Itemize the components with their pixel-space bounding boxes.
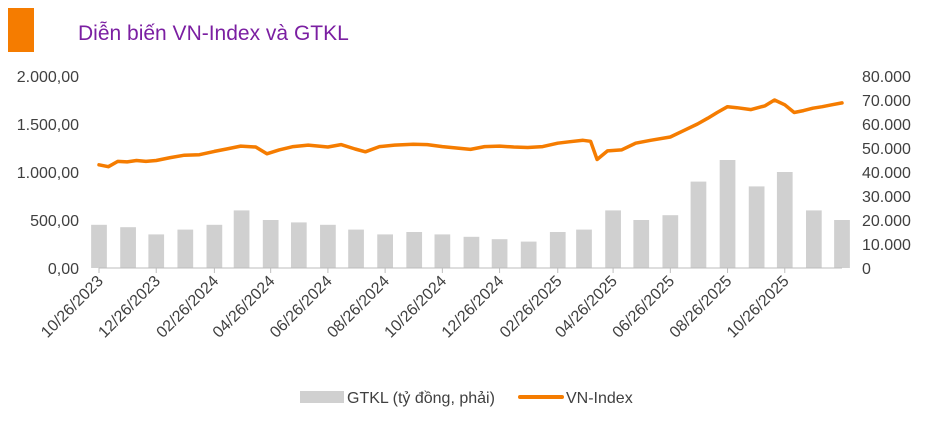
y-left-tick-label: 2.000,00 [17,69,79,86]
chart-title: Diễn biến VN-Index và GTKL [78,22,349,45]
y-right-tick-label: 40.000 [862,165,911,182]
y-right-tick-label: 60.000 [862,117,911,134]
volume-bar [748,186,765,268]
y-right-tick-label: 30.000 [862,189,911,206]
volume-bar [576,229,592,268]
volume-bar [690,181,707,268]
volume-bar [406,232,423,268]
legend-label-volume: GTKL (tỷ đồng, phải) [347,390,495,407]
y-left-tick-label: 0,00 [48,261,79,278]
volume-bar [834,220,850,268]
volume-bar [491,239,508,268]
y-right-tick-label: 10.000 [862,237,911,254]
volume-bar [206,224,223,268]
y-right-tick-label: 20.000 [862,213,911,230]
y-left-tick-label: 1.000,00 [17,165,79,182]
axes [98,267,842,273]
volume-bar [233,210,250,268]
volume-bar [148,234,165,268]
x-tick-label: 12/26/2023 [95,273,164,342]
volume-bar [605,210,621,268]
x-tick-label: 10/26/2025 [724,273,793,342]
volume-bar [348,229,364,268]
y-right-tick-label: 80.000 [862,69,911,86]
y-right-tick-label: 70.000 [862,93,911,110]
y-left-tick-label: 500,00 [30,213,79,230]
volume-bar [463,236,480,268]
volume-bar [776,172,793,268]
y-left-tick-label: 1.500,00 [17,117,79,134]
legend-label-vnindex: VN-Index [566,390,633,407]
vnindex-line [97,98,844,169]
volume-bar [805,210,822,268]
tick-labels: 0,00 500,00 1.000,00 1.500,00 2.000,00 0 10.00… [17,69,911,341]
legend: GTKL (tỷ đồng, phải) VN-Index [300,390,633,407]
volume-bar [91,224,107,268]
legend-swatch-volume [300,391,344,403]
volume-bar [662,215,679,268]
volume-bar [377,234,393,268]
volume-bars [91,160,850,268]
x-tick-label: 12/26/2024 [439,273,508,342]
volume-bar [719,160,736,268]
title-accent-bar [8,8,34,52]
volume-bar [290,222,307,268]
volume-bar [520,241,537,268]
volume-bar [262,220,279,268]
y-right-tick-label: 50.000 [862,141,911,158]
y-right-tick-label: 0 [862,261,871,278]
volume-bar [320,224,336,268]
vnindex-line-layer [97,98,844,169]
volume-bar [549,232,566,268]
volume-bar [177,229,194,268]
volume-bar [120,227,136,268]
volume-bar [434,234,451,268]
volume-bar [633,220,650,268]
